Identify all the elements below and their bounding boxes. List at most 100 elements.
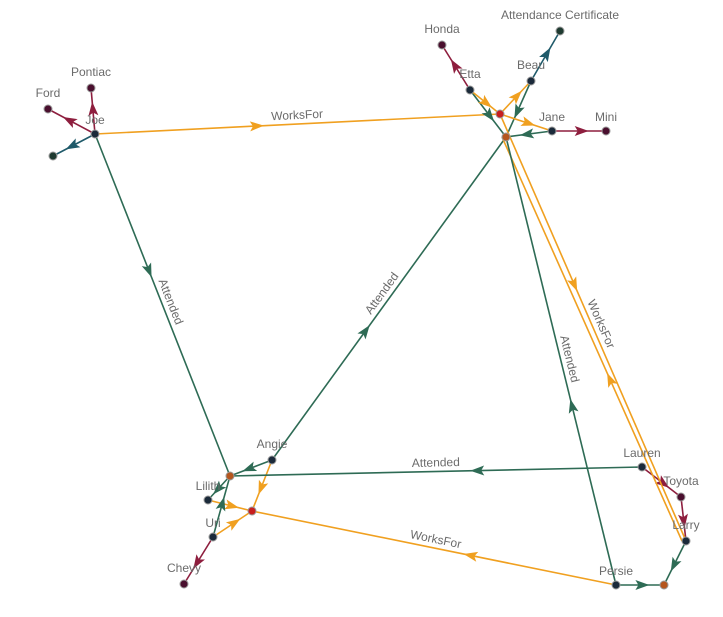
edge-line (251, 510, 617, 586)
node-label: Lauren (623, 446, 660, 460)
node-mini[interactable]: Mini (595, 110, 617, 136)
node-dot[interactable] (611, 580, 621, 590)
node-beau[interactable]: Beau (517, 58, 545, 86)
arrow-icon (477, 94, 492, 108)
arrow-icon (65, 138, 81, 150)
node-lauren[interactable]: Lauren (623, 446, 661, 472)
arrow-icon (88, 101, 99, 117)
node-dot[interactable] (681, 536, 691, 546)
node-lilith[interactable]: Lilith (196, 479, 221, 505)
edge-persie-school1: Attended (505, 136, 617, 586)
node-dot[interactable] (501, 132, 511, 142)
arrow-icon (249, 121, 264, 132)
edge-jane-mini (552, 126, 606, 136)
arrow-icon (193, 554, 205, 569)
edge-beau-school1 (505, 80, 532, 138)
node-school1[interactable] (501, 132, 511, 142)
node-persie[interactable]: Persie (599, 564, 633, 590)
arrow-icon (224, 499, 239, 510)
node-dot[interactable] (43, 104, 53, 114)
edge-joe-joe_cert (52, 133, 96, 157)
edge-joe-pontiac (88, 87, 99, 135)
arrow-icon (519, 128, 535, 139)
edge-label: WorksFor (584, 297, 618, 350)
node-uri[interactable]: Uri (205, 516, 221, 542)
arrow-icon (677, 513, 688, 529)
arrow-icon (258, 479, 269, 495)
edge-uri-school2 (212, 475, 231, 538)
node-dot[interactable] (547, 126, 557, 136)
node-chevy[interactable]: Chevy (167, 561, 201, 589)
node-dot[interactable] (48, 151, 58, 161)
node-company2[interactable] (247, 506, 257, 516)
edge-persie-school3 (616, 580, 664, 590)
edge-line (505, 136, 617, 586)
arrow-icon (463, 551, 479, 562)
edge-company1-jane (499, 113, 553, 132)
arrow-icon (574, 126, 589, 136)
node-label: Etta (459, 67, 481, 81)
node-label: Toyota (663, 474, 699, 488)
node-pontiac[interactable]: Pontiac (71, 65, 111, 93)
arrow-icon (225, 518, 241, 531)
arrow-icon (215, 496, 226, 512)
node-honda[interactable]: Honda (424, 22, 460, 50)
node-dot[interactable] (637, 462, 647, 472)
node-school2[interactable] (225, 471, 235, 481)
node-dot[interactable] (676, 492, 686, 502)
node-ford[interactable]: Ford (36, 86, 61, 114)
node-dot[interactable] (495, 109, 505, 119)
node-dot[interactable] (203, 495, 213, 505)
edge-toyota-larry (677, 496, 688, 542)
node-angie[interactable]: Angie (257, 437, 288, 465)
node-label: Lilith (196, 479, 221, 493)
node-company1[interactable] (495, 109, 505, 119)
node-att_cert[interactable]: Attendance Certificate (501, 8, 619, 36)
edge-line (271, 136, 507, 461)
arrow-icon (520, 116, 536, 126)
node-dot[interactable] (225, 471, 235, 481)
node-dot[interactable] (179, 579, 189, 589)
edge-joe-ford (47, 108, 96, 135)
node-dot[interactable] (86, 83, 96, 93)
edge-lauren-school2: Attended (229, 455, 643, 477)
node-joe[interactable]: Joe (85, 113, 105, 139)
node-jane[interactable]: Jane (539, 110, 565, 136)
edge-line (94, 133, 231, 477)
node-dot[interactable] (465, 85, 475, 95)
node-dot[interactable] (90, 129, 100, 139)
node-school3[interactable] (659, 580, 669, 590)
edge-angie-school2 (229, 459, 273, 477)
node-label: Larry (672, 518, 699, 532)
node-dot[interactable] (267, 455, 277, 465)
arrow-icon (567, 276, 578, 292)
edge-angie-school1: Attended (271, 136, 507, 461)
node-joe_cert[interactable] (48, 151, 58, 161)
node-dot[interactable] (601, 126, 611, 136)
node-dot[interactable] (208, 532, 218, 542)
arrow-icon (242, 461, 258, 472)
arrow-icon (654, 475, 669, 488)
node-larry[interactable]: Larry (672, 518, 700, 546)
arrow-icon (481, 107, 495, 122)
node-label: Ford (36, 86, 61, 100)
node-dot[interactable] (526, 76, 536, 86)
edge-company1-larry: WorksFor (499, 113, 687, 542)
edge-persie-company2: WorksFor (251, 510, 617, 586)
node-toyota[interactable]: Toyota (663, 474, 699, 502)
node-label: Chevy (167, 561, 201, 575)
edge-etta-honda (441, 44, 471, 91)
edge-lauren-toyota (641, 466, 682, 498)
node-dot[interactable] (659, 580, 669, 590)
arrow-icon (635, 580, 650, 590)
node-label: Pontiac (71, 65, 111, 79)
arrow-icon (508, 90, 522, 105)
edge-label: Attended (156, 277, 187, 327)
node-dot[interactable] (555, 26, 565, 36)
edge-school2-lilith (207, 475, 231, 501)
node-dot[interactable] (437, 40, 447, 50)
node-dot[interactable] (247, 506, 257, 516)
node-etta[interactable]: Etta (459, 67, 481, 95)
edge-etta-company1 (469, 89, 501, 115)
